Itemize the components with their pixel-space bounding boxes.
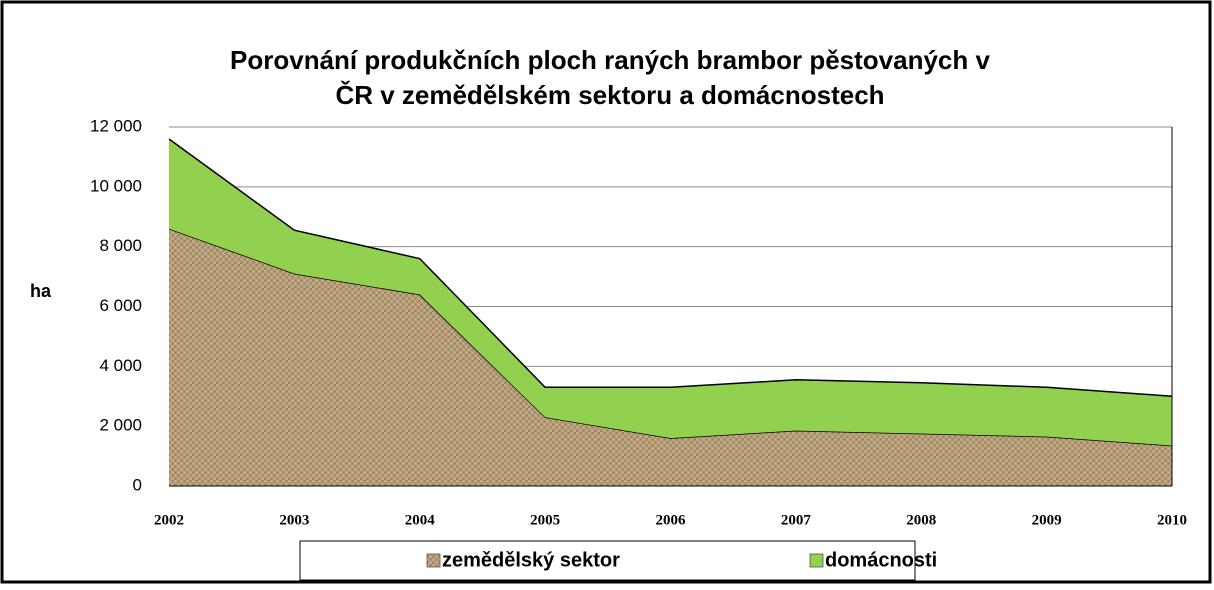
x-tick-label: 2008 (906, 512, 936, 528)
y-tick-label: 8 000 (99, 236, 142, 255)
x-tick-label: 2009 (1032, 512, 1062, 528)
y-tick-label: 4 000 (99, 356, 142, 375)
area (169, 228, 1172, 486)
x-tick-label: 2006 (656, 512, 687, 528)
legend-swatch (426, 553, 441, 568)
x-tick-label: 2010 (1157, 512, 1187, 528)
y-tick-label: 2 000 (99, 416, 142, 435)
x-tick-label: 2007 (781, 512, 812, 528)
x-tick-label: 2004 (405, 512, 436, 528)
legend-swatch (809, 553, 824, 568)
y-tick-label: 12 000 (90, 116, 142, 135)
y-tick-label: 0 (133, 475, 142, 494)
x-tick-label: 2005 (530, 512, 560, 528)
area-edge (168, 138, 1173, 397)
y-axis-label: ha (30, 281, 52, 301)
x-tick-label: 2002 (154, 512, 184, 528)
chart-title: ČR v zemědělském sektoru a domácnostech (335, 80, 884, 110)
y-tick-label: 10 000 (90, 176, 142, 195)
area (169, 138, 1172, 446)
y-tick-label: 6 000 (99, 296, 142, 315)
x-tick-label: 2003 (279, 512, 309, 528)
legend-label: domácnosti (825, 549, 937, 571)
chart-title: Porovnání produkčních ploch raných bramb… (230, 45, 990, 75)
legend-label: zemědělský sektor (442, 549, 620, 571)
